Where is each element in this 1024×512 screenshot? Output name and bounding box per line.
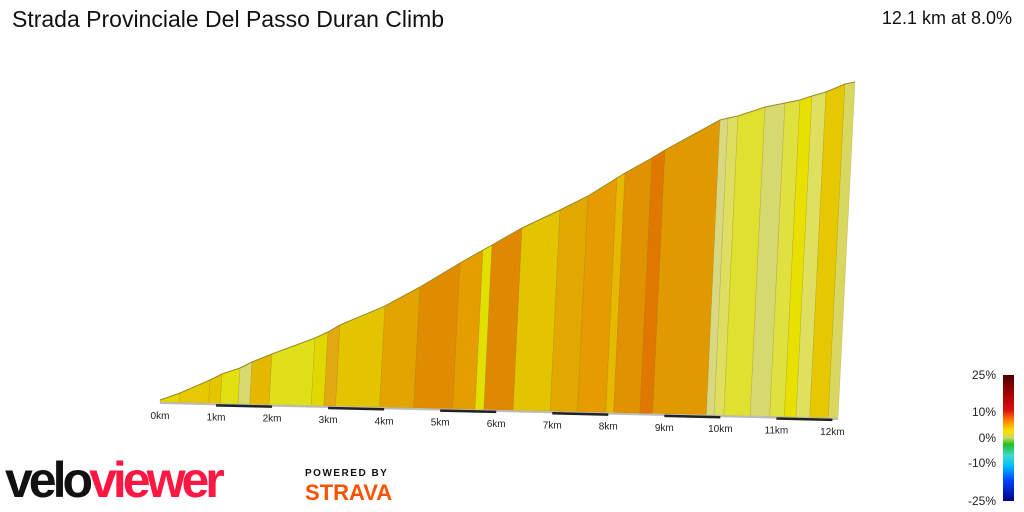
profile-segment [413,262,461,410]
x-tick-label: 9km [655,423,674,434]
climb-summary: 12.1 km at 8.0% [881,8,1012,28]
legend-label: 25% [971,368,996,382]
logo-viewer: viewer [89,452,225,508]
km-scale-dash [552,412,609,416]
baseline [159,402,839,420]
gradient-legend-bar [1003,375,1014,501]
x-tick-label: 2km [263,414,282,425]
km-scale-dash [328,406,385,411]
x-tick-label: 7km [543,420,562,431]
profile-segment [335,305,386,408]
legend-label: 10% [971,405,996,419]
km-scale-dash [776,417,833,422]
strava-logo[interactable]: STRAVA [305,480,393,505]
legend-label: 0% [978,431,996,445]
legend-label: -25% [967,494,996,508]
x-tick-label: 11km [765,426,789,437]
legend-label: -10% [967,456,996,470]
profile-segment [208,373,223,404]
powered-by-label: POWERED BY [305,468,389,479]
logo-velo: velo [5,452,93,508]
x-tick-label: 5km [431,418,450,429]
profile-segment [268,337,316,406]
x-tick-label: 3km [319,415,338,426]
km-scale-dash [664,414,721,419]
page-title: Strada Provinciale Del Passo Duran Climb [12,6,445,32]
profile-outline [159,81,856,401]
x-tick-label: 12km [820,427,844,438]
x-tick-label: 4km [375,416,394,427]
x-tick-label: 10km [708,424,732,435]
x-tick-label: 0km [151,411,170,422]
x-tick-label: 6km [487,419,506,430]
x-tick-label: 8km [599,422,618,433]
veloviewer-logo[interactable]: veloviewer [5,452,225,508]
x-tick-label: 1km [207,412,226,423]
km-scale-dash [216,404,273,408]
km-scale-dash [440,409,497,414]
